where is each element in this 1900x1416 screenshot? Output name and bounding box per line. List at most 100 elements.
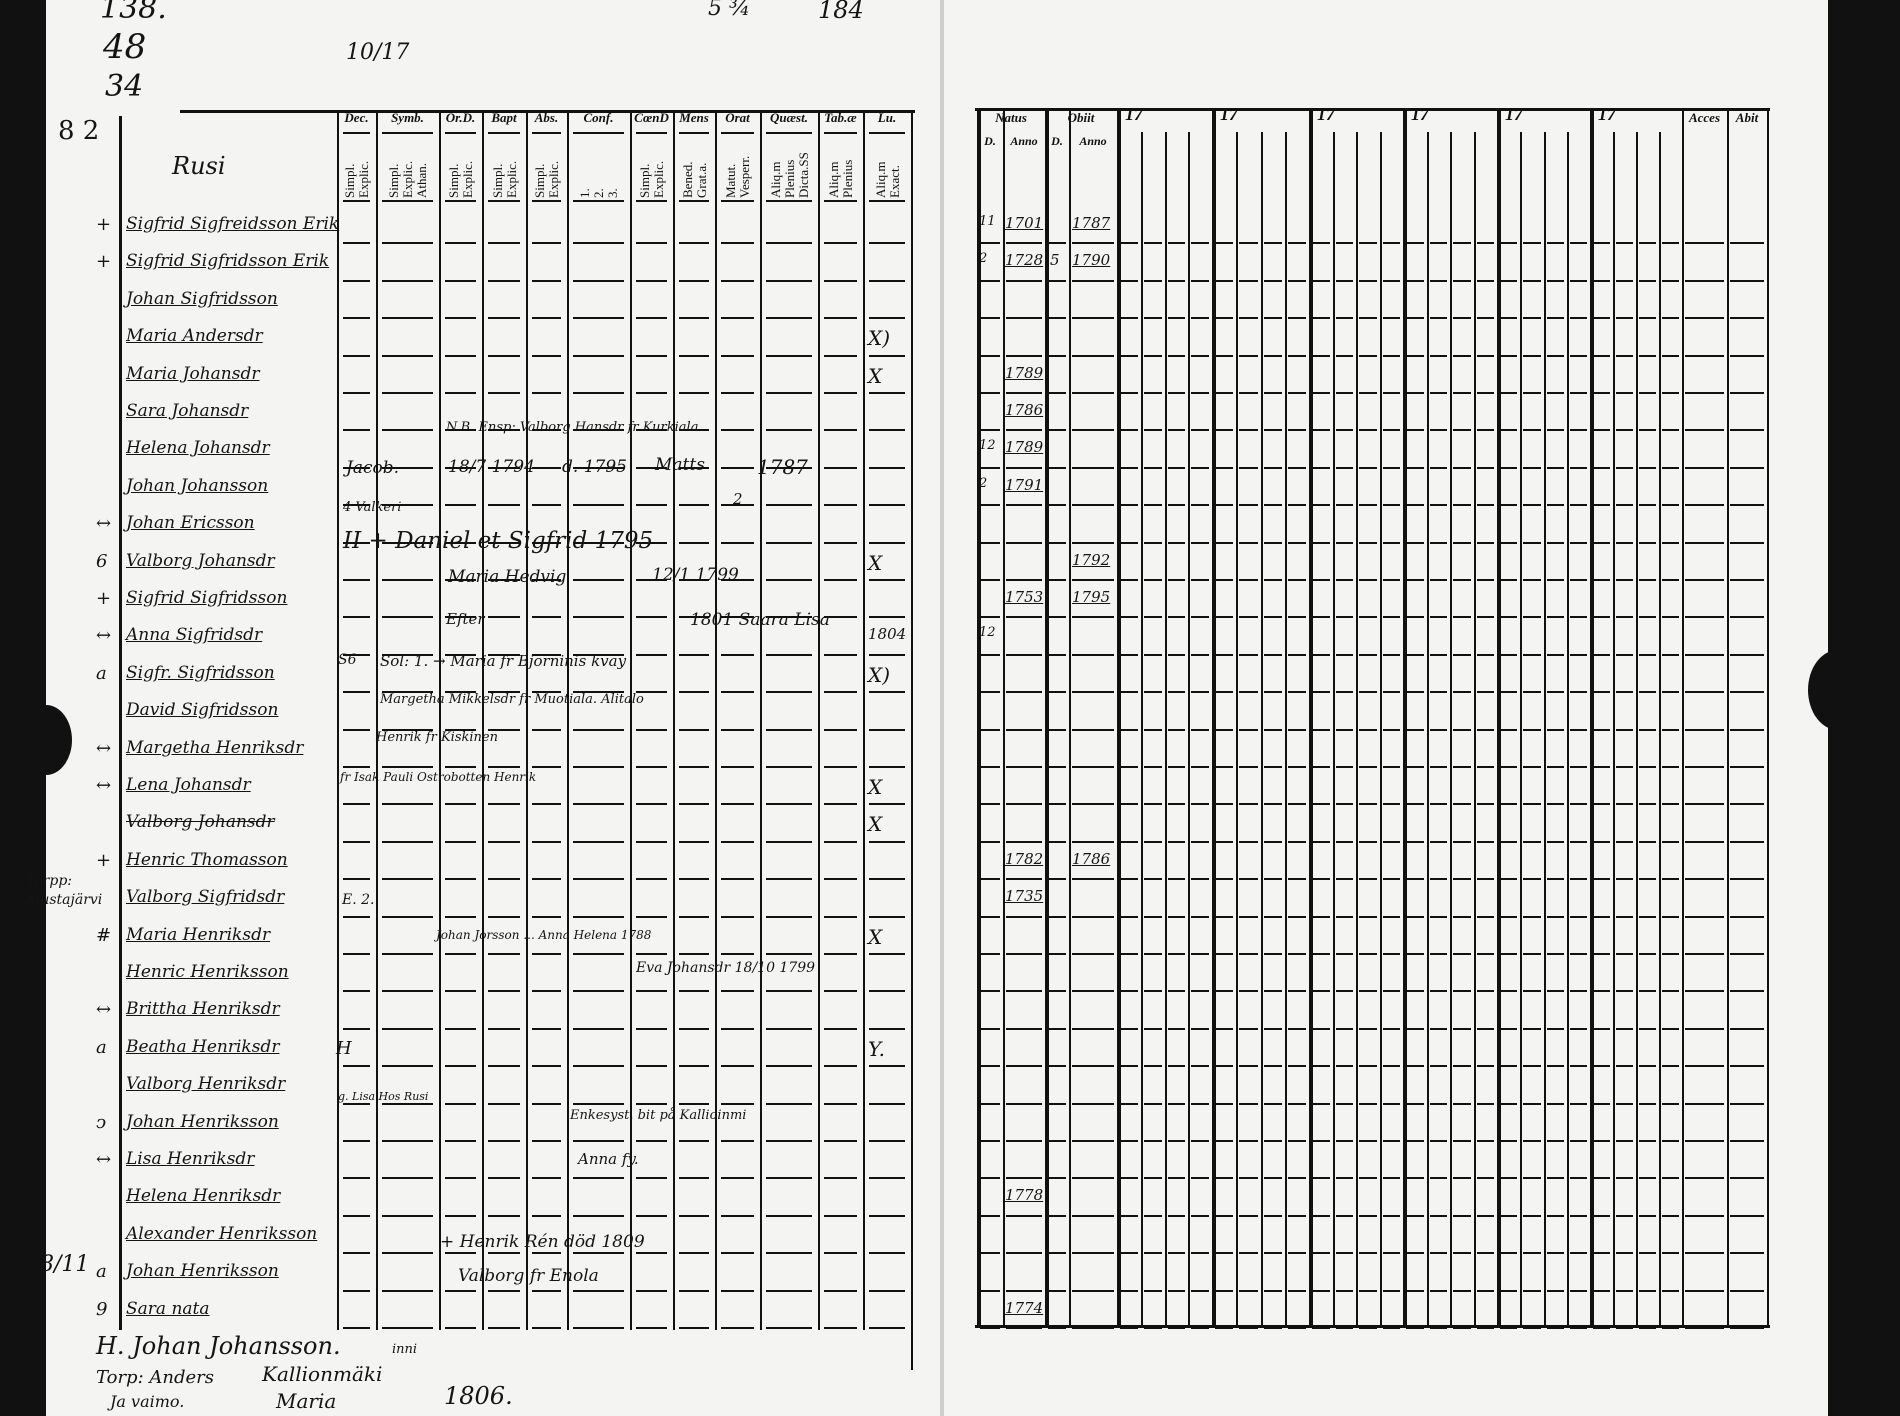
cell-rule — [1546, 1140, 1564, 1142]
cell-rule — [532, 579, 561, 581]
cell-rule — [636, 504, 667, 507]
cell-rule — [382, 616, 433, 619]
cell-rule — [1359, 616, 1377, 619]
cell-rule — [1143, 504, 1162, 507]
cell-rule — [1523, 653, 1541, 656]
sub-column-rule — [1450, 132, 1452, 1325]
cell-rule — [1215, 728, 1234, 731]
cell-rule — [1662, 1289, 1679, 1292]
column-header: Or.D. — [445, 110, 476, 125]
cell-rule — [343, 915, 370, 918]
cell-rule — [766, 317, 812, 320]
cell-rule — [766, 541, 812, 544]
cell-rule — [532, 990, 561, 993]
cell-rule — [1335, 541, 1353, 544]
natus-day: 12 — [979, 625, 996, 641]
cell-rule — [1215, 878, 1234, 881]
cell-rule — [1546, 354, 1564, 357]
sub-column-rule — [1659, 132, 1661, 1325]
header-sub-rule — [532, 200, 561, 202]
cell-rule — [1335, 1214, 1353, 1217]
cell-rule — [1287, 915, 1306, 918]
column-subheader: Plenius — [840, 159, 855, 198]
cell-rule — [1382, 354, 1400, 357]
cell-rule — [1006, 1102, 1042, 1105]
margin-mark: ↔ — [96, 737, 112, 759]
cell-rule — [721, 354, 754, 357]
lu-mark: X — [868, 924, 883, 949]
cell-rule — [869, 354, 905, 357]
cell-rule — [1662, 579, 1679, 581]
person-name: Brittha Henriksdr — [126, 999, 280, 1020]
cell-rule — [1523, 354, 1541, 357]
cell-rule — [766, 392, 812, 394]
cell-rule — [1500, 541, 1518, 544]
bottom-note-line2c: inni — [392, 1342, 418, 1357]
cell-rule — [1593, 242, 1610, 245]
cell-rule — [1120, 1289, 1138, 1292]
cell-rule — [1616, 878, 1633, 881]
cell-rule — [980, 803, 1000, 806]
cell-rule — [679, 691, 709, 694]
cell-rule — [1287, 1289, 1306, 1292]
cell-rule — [1730, 579, 1764, 581]
cell-rule — [766, 1214, 812, 1217]
cell-rule — [869, 1140, 905, 1142]
cell-rule — [1406, 354, 1424, 357]
cell-rule — [343, 1065, 370, 1068]
cell-rule — [1143, 1252, 1162, 1255]
cell-rule — [1239, 1327, 1258, 1329]
cell-rule — [766, 766, 812, 768]
cell-rule — [1048, 915, 1066, 918]
cell-rule — [1312, 1327, 1330, 1329]
cell-rule — [1359, 653, 1377, 656]
register-entry: Henrik fr Kiskinen — [376, 730, 498, 745]
cell-rule — [1500, 1214, 1518, 1217]
cell-rule — [1191, 466, 1209, 469]
cell-rule — [1215, 579, 1234, 581]
cell-rule — [1287, 953, 1306, 955]
cell-rule — [1546, 429, 1564, 432]
binding-hole — [1808, 650, 1868, 730]
cell-rule — [1500, 1327, 1518, 1329]
cell-rule — [1120, 803, 1138, 806]
cell-rule — [1593, 1027, 1610, 1030]
cell-rule — [1500, 616, 1518, 619]
cell-rule — [980, 1177, 1000, 1180]
cell-rule — [1616, 803, 1633, 806]
cell-rule — [869, 766, 905, 768]
cell-rule — [1662, 840, 1679, 843]
cell-rule — [382, 1177, 433, 1180]
cell-rule — [1453, 1102, 1471, 1105]
column-header: Conf. — [583, 110, 614, 125]
cell-rule — [1120, 915, 1138, 918]
cell-rule — [1685, 579, 1724, 581]
cell-rule — [445, 1065, 476, 1068]
cell-rule — [1143, 466, 1162, 469]
cell-rule — [573, 653, 624, 656]
cell-rule — [1167, 579, 1186, 581]
column-rule — [482, 110, 484, 1330]
person-name: Maria Andersdr — [126, 326, 263, 347]
cell-rule — [1429, 953, 1447, 955]
cell-rule — [1048, 953, 1066, 955]
cell-rule — [980, 317, 1000, 320]
cell-rule — [445, 1252, 476, 1255]
cell-rule — [679, 1252, 709, 1255]
cell-rule — [1072, 579, 1114, 581]
cell-rule — [721, 616, 754, 619]
cell-rule — [1006, 616, 1042, 619]
cell-rule — [573, 990, 624, 993]
cell-rule — [1546, 1289, 1564, 1292]
cell-rule — [1523, 541, 1541, 544]
column-subheader: Vesperr. — [737, 155, 752, 198]
cell-rule — [1639, 429, 1656, 432]
cell-rule — [1523, 803, 1541, 806]
cell-rule — [343, 878, 370, 881]
cell-rule — [1685, 317, 1724, 320]
cell-rule — [1215, 803, 1234, 806]
cell-rule — [1335, 840, 1353, 843]
cell-rule — [1593, 728, 1610, 731]
cell-rule — [573, 691, 624, 694]
cell-rule — [721, 1327, 754, 1329]
